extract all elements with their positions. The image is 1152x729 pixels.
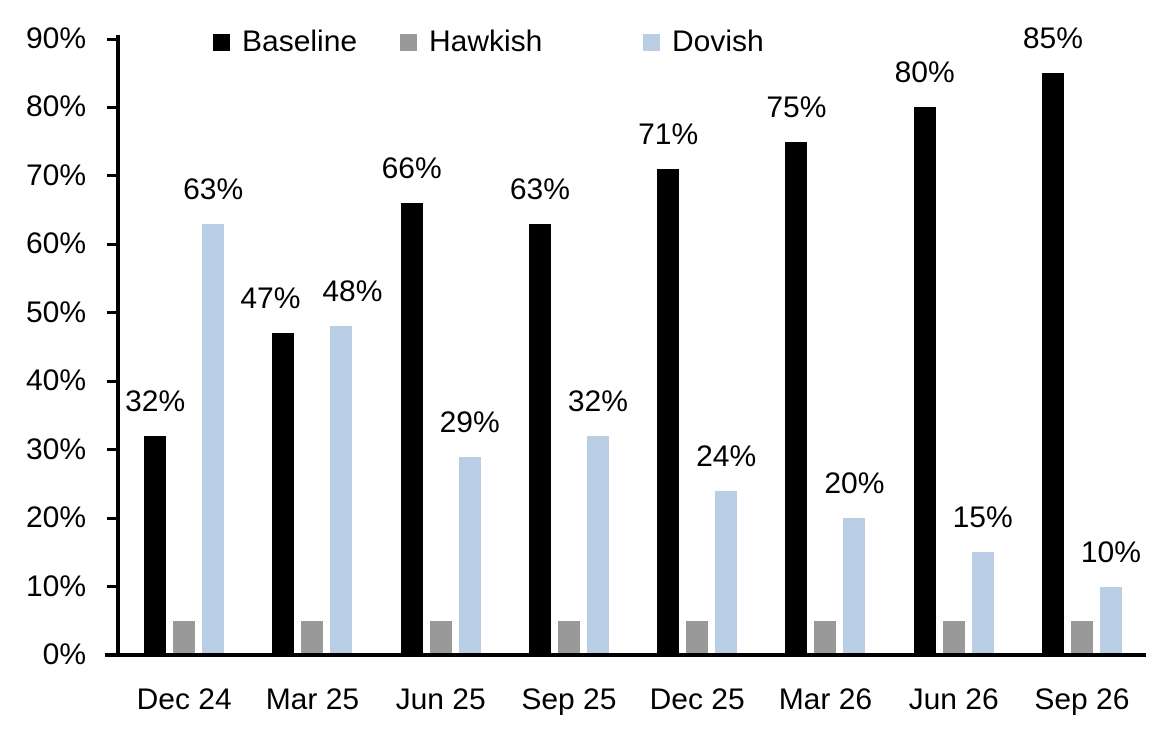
bar-hawkish: [1070, 621, 1093, 655]
y-tick-label: 20%: [25, 501, 86, 535]
bar-baseline: [1041, 73, 1064, 655]
bar-baseline: [913, 107, 936, 655]
y-axis-tick: [107, 516, 116, 520]
data-label-dovish: 20%: [824, 467, 885, 500]
bar-dovish: [1099, 587, 1122, 655]
y-axis-tick: [107, 242, 116, 246]
y-tick-label: 60%: [25, 227, 86, 261]
bar-baseline: [785, 142, 808, 655]
bar-baseline: [528, 224, 551, 655]
x-tick-label: Sep 26: [1034, 683, 1130, 716]
bar-dovish: [715, 491, 738, 655]
x-tick-label: Sep 25: [521, 683, 617, 716]
dovish-swatch-icon: [643, 33, 660, 51]
bar-baseline: [272, 333, 295, 655]
data-label-baseline: 63%: [509, 173, 570, 206]
bar-hawkish: [301, 621, 324, 655]
data-label-dovish: 48%: [322, 275, 383, 308]
y-axis-tick: [107, 174, 116, 178]
y-axis-tick: [107, 105, 116, 109]
bar-dovish: [330, 326, 353, 655]
x-tick-label: Jun 25: [395, 683, 486, 716]
bar-baseline: [657, 169, 680, 655]
bar-dovish: [586, 436, 609, 655]
y-tick-label: 90%: [25, 22, 86, 55]
y-tick-label: 10%: [25, 569, 86, 603]
y-tick-label: 40%: [25, 364, 86, 398]
baseline-swatch-icon: [213, 33, 230, 51]
y-axis-tick: [107, 37, 116, 41]
y-tick-label: 70%: [25, 158, 86, 192]
y-tick-label: 50%: [25, 295, 86, 329]
data-label-baseline: 75%: [766, 91, 827, 124]
data-label-baseline: 71%: [638, 118, 699, 151]
bar-hawkish: [557, 621, 580, 655]
bar-dovish: [202, 224, 225, 655]
data-label-dovish: 24%: [696, 440, 757, 473]
y-axis-tick: [107, 448, 116, 452]
data-label-baseline: 66%: [381, 152, 442, 185]
data-label-dovish: 29%: [439, 406, 500, 439]
x-tick-label: Dec 24: [136, 683, 232, 716]
legend-label-dovish: Dovish: [672, 25, 764, 58]
y-axis-line: [116, 35, 120, 657]
x-axis-line: [105, 653, 1146, 657]
data-label-dovish: 10%: [1080, 536, 1141, 569]
bar-baseline: [144, 436, 167, 655]
legend-item-baseline: Baseline: [213, 25, 357, 59]
data-label-dovish: 15%: [952, 501, 1013, 534]
legend-label-baseline: Baseline: [242, 25, 358, 58]
data-label-dovish: 63%: [183, 173, 244, 206]
data-label-baseline: 47%: [240, 282, 301, 315]
y-tick-label: 80%: [25, 90, 86, 124]
x-tick-label: Mar 25: [265, 683, 360, 716]
bar-hawkish: [814, 621, 837, 655]
bar-hawkish: [942, 621, 965, 655]
x-tick-label: Dec 25: [649, 683, 745, 716]
bar-hawkish: [429, 621, 452, 655]
data-label-baseline: 85%: [1022, 22, 1083, 55]
data-label-dovish: 32%: [567, 385, 628, 418]
legend-item-hawkish: Hawkish: [400, 25, 542, 59]
y-axis-tick: [107, 311, 116, 315]
data-label-baseline: 80%: [894, 56, 955, 89]
y-tick-label: 30%: [25, 432, 86, 466]
bar-hawkish: [686, 621, 709, 655]
y-axis-tick: [107, 379, 116, 383]
data-label-baseline: 32%: [125, 385, 186, 418]
bar-dovish: [458, 457, 481, 655]
bar-dovish: [843, 518, 866, 655]
hawkish-swatch-icon: [400, 33, 417, 51]
legend-item-dovish: Dovish: [643, 25, 764, 59]
x-tick-label: Mar 26: [778, 683, 873, 716]
x-tick-label: Jun 26: [908, 683, 999, 716]
bar-dovish: [971, 552, 994, 655]
y-axis-tick: [107, 585, 116, 589]
y-tick-label: 0%: [42, 638, 86, 671]
bar-baseline: [400, 203, 423, 655]
legend-label-hawkish: Hawkish: [429, 25, 543, 58]
bar-hawkish: [173, 621, 196, 655]
